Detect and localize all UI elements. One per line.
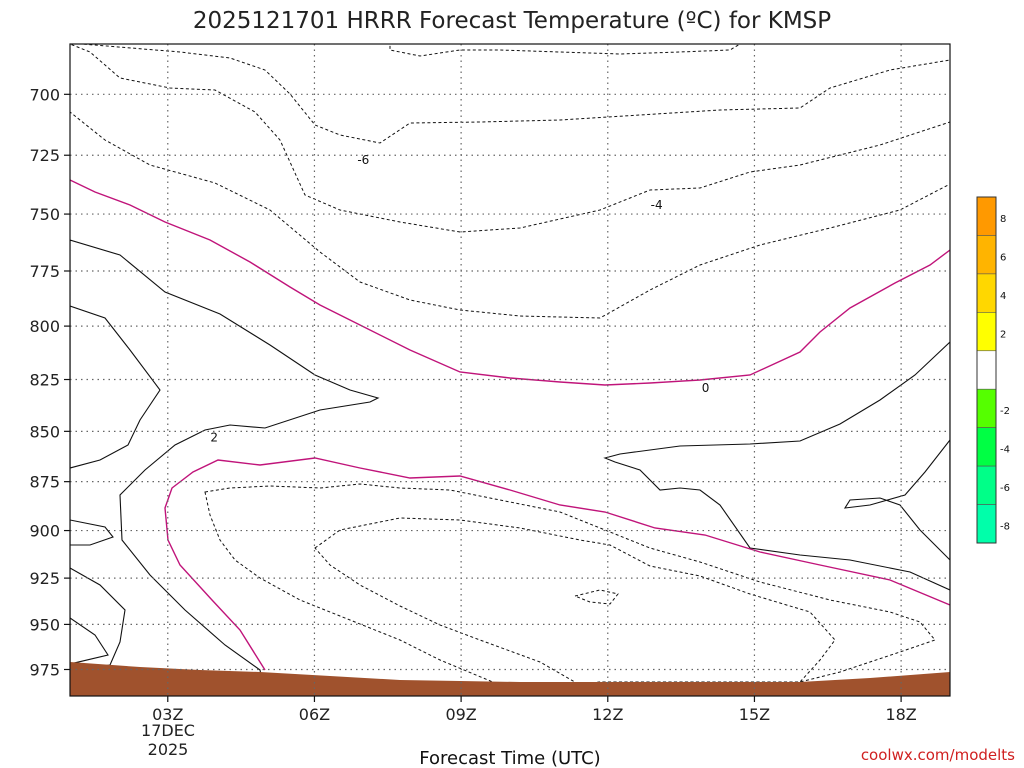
x-axis-label: Forecast Time (UTC) xyxy=(419,748,600,768)
x-tick-label: 06Z xyxy=(299,705,330,724)
y-tick-label: 825 xyxy=(29,371,60,390)
y-tick-label: 900 xyxy=(29,522,60,541)
colorbar-swatch xyxy=(976,427,997,467)
credit-link: coolwx.com/modelts xyxy=(861,746,1015,764)
contour-label: -4 xyxy=(651,198,663,212)
colorbar-label: 6 xyxy=(1000,252,1006,263)
chart-title: 2025121701 HRRR Forecast Temperature (ºC… xyxy=(193,8,831,34)
band-cold-upper-minus2 xyxy=(70,44,950,319)
plot-frame xyxy=(69,43,951,697)
y-tick-label: 925 xyxy=(29,569,60,588)
band-warm-left-4 xyxy=(70,305,161,469)
colorbar-label: -4 xyxy=(1000,445,1010,456)
x-tick-label: 18Z xyxy=(885,705,916,724)
band-cold-upper-minus8 xyxy=(389,44,741,57)
colorbar-label: 2 xyxy=(1000,329,1006,340)
x-tick-label: 09Z xyxy=(445,705,476,724)
colorbar-swatch xyxy=(976,235,997,275)
band-cold-upper-minus4 xyxy=(70,44,950,233)
band-cold-lower-minus4 xyxy=(314,517,836,686)
colorbar-swatch xyxy=(976,465,997,505)
band-cold-lower-minus2 xyxy=(204,483,936,691)
colorbar-swatch xyxy=(976,196,997,236)
colorbar-swatch xyxy=(976,312,997,352)
y-tick-label: 800 xyxy=(29,317,60,336)
y-tick-label: 725 xyxy=(29,146,60,165)
colorbar-label: -2 xyxy=(1000,406,1010,417)
contour-label: -6 xyxy=(357,153,369,167)
y-tick-label: 850 xyxy=(29,422,60,441)
y-tick-label: 950 xyxy=(29,615,60,634)
grid-lines xyxy=(70,44,950,696)
colorbar-swatch xyxy=(976,273,997,313)
band-cold-lower-minus6 xyxy=(573,589,619,605)
band-warm-left-notch xyxy=(70,519,114,546)
x-tick-label: 15Z xyxy=(739,705,770,724)
band-warm-left-bottom-4 xyxy=(70,567,126,671)
plot-background xyxy=(70,44,950,696)
band-warm-left-2 xyxy=(70,239,380,696)
colorbar-label: 8 xyxy=(1000,214,1006,225)
zero-line-lower xyxy=(164,457,950,671)
y-tick-label: 775 xyxy=(29,262,60,281)
band-warm-right-4 xyxy=(843,439,950,561)
y-axis: 700 725 750 775 800 825 850 875 900 925 950 975 xyxy=(29,85,70,679)
colorbar-swatch xyxy=(976,504,997,544)
y-tick-label: 975 xyxy=(29,660,60,679)
colorbar-swatch xyxy=(976,388,997,428)
band-warm-left-bottom-6 xyxy=(70,617,109,665)
colorbar-label: -6 xyxy=(1000,483,1010,494)
colorbar-label: -8 xyxy=(1000,522,1010,533)
contour-labels: -6 -4 0 2 xyxy=(210,153,710,444)
band-warm-right-2 xyxy=(603,341,950,591)
y-tick-label: 875 xyxy=(29,473,60,492)
x-tick-label: 03Z xyxy=(152,705,183,724)
colorbar-label: 4 xyxy=(1000,291,1006,302)
y-tick-label: 700 xyxy=(29,85,60,104)
date-label-year: 2025 xyxy=(148,740,189,759)
colorbar-frame xyxy=(976,196,997,544)
band-cold-upper-minus6 xyxy=(81,44,950,144)
x-axis: 03Z 06Z 09Z 12Z 15Z 18Z xyxy=(152,696,917,724)
y-tick-label: 750 xyxy=(29,205,60,224)
contour-label: 0 xyxy=(702,381,710,395)
plot-area: -6 -4 0 2 xyxy=(69,43,951,697)
contour-label: 2 xyxy=(210,430,218,444)
colorbar-swatch xyxy=(976,350,997,390)
zero-line-upper xyxy=(70,179,950,386)
ground-terrain xyxy=(70,662,950,696)
date-label-day: 17DEC xyxy=(141,721,195,740)
x-tick-label: 12Z xyxy=(592,705,623,724)
colorbar: 8 6 4 2 -2 -4 -6 -8 xyxy=(976,196,1010,544)
